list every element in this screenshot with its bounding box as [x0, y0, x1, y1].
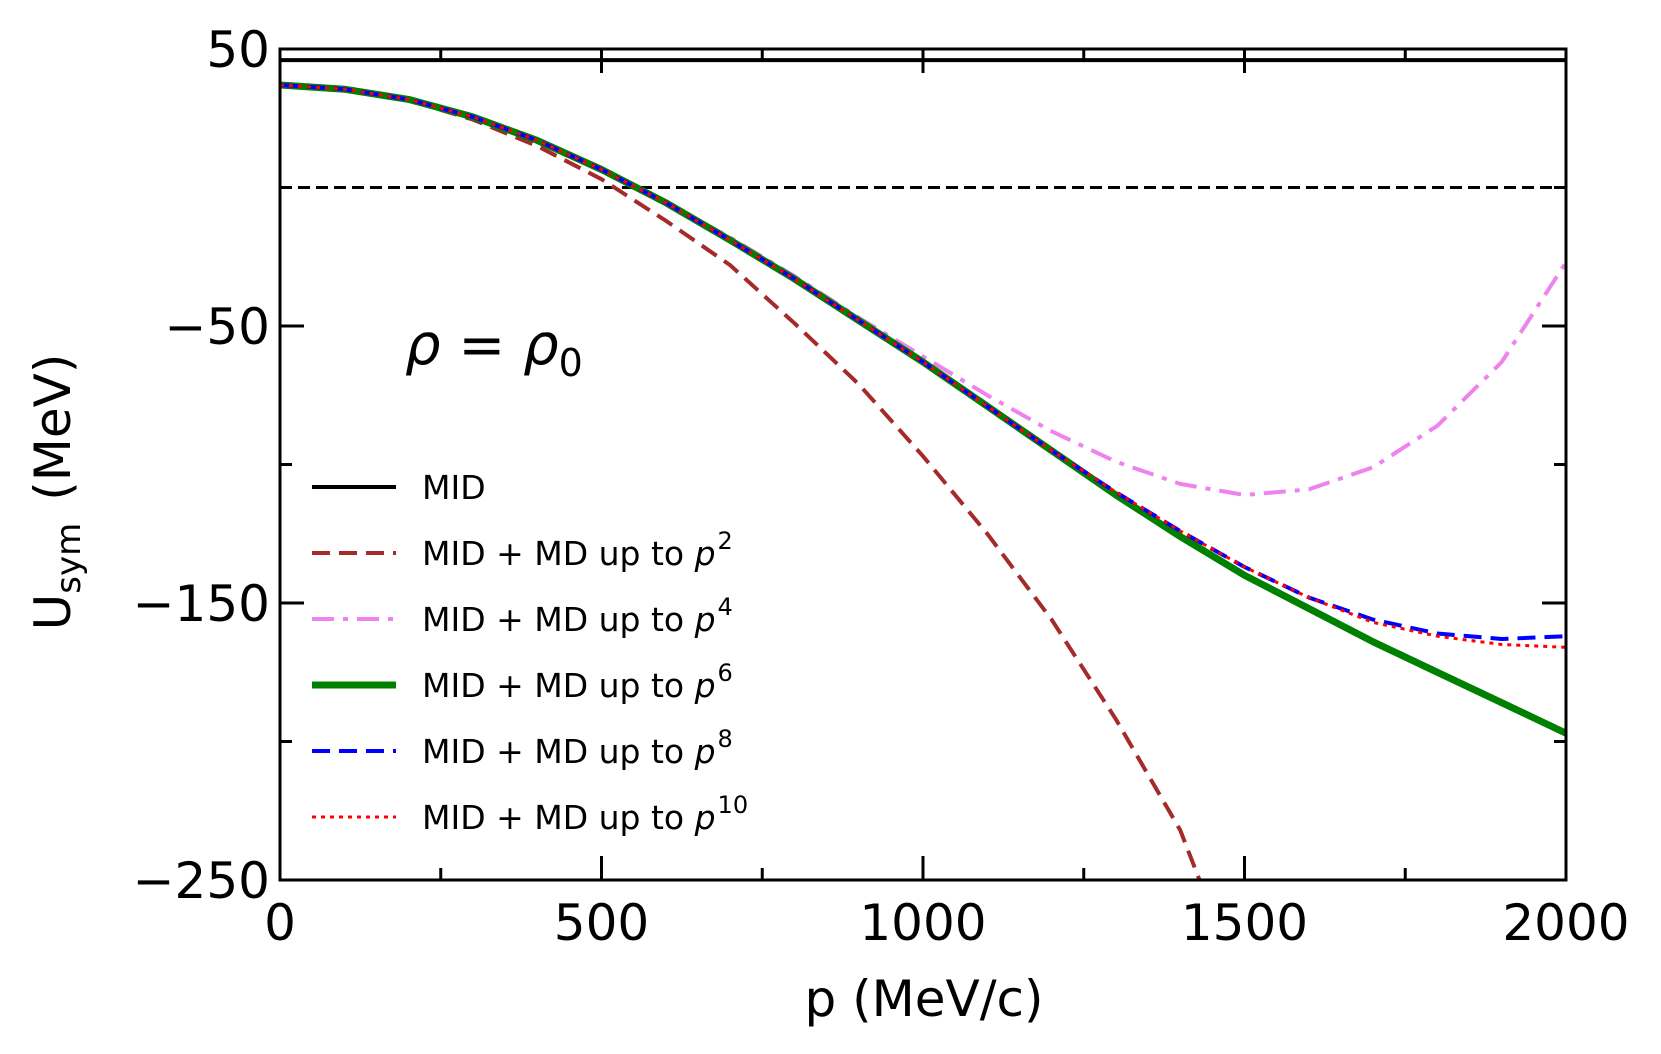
y-tick-label: −50 [164, 298, 270, 356]
x-tick-label: 1000 [859, 894, 986, 952]
legend-entry-label: MID [422, 468, 486, 507]
x-tick-label: 500 [554, 894, 649, 952]
series-line-p2 [280, 83, 1202, 880]
density-annotation: ρ = ρ0 [405, 313, 583, 385]
series-line-p4 [280, 83, 1566, 497]
y-tick-label: 50 [206, 21, 270, 79]
legend-entry-label: MID + MD up to p8 [422, 725, 733, 771]
legend-entry-label: MID + MD up to p10 [422, 791, 748, 837]
tick-labels: 0 500 1000 1500 2000 50 −50 −150 −250 [133, 21, 1630, 952]
density-annotation-main: ρ = ρ [405, 313, 559, 378]
y-axis-label-sub: sym [49, 523, 89, 594]
y-tick-label: −150 [133, 575, 270, 633]
y-tick-label: −250 [133, 852, 270, 910]
legend-entry-label: MID + MD up to p6 [422, 659, 733, 705]
y-axis-label-main: U [24, 594, 82, 631]
x-tick-label: 2000 [1502, 894, 1629, 952]
ticks [278, 47, 1568, 882]
y-axis-label-units: (MeV) [24, 354, 82, 501]
series-line-p10 [280, 83, 1566, 649]
x-tick-label: 1500 [1181, 894, 1308, 952]
legend: MID MID + MD up to p2 MID + MD up to p4 MID… [312, 468, 748, 837]
svg-text:Usym(MeV): Usym (MeV) [24, 354, 89, 631]
density-annotation-sub: 0 [559, 341, 583, 385]
legend-entry-label: MID + MD up to p4 [422, 593, 733, 639]
x-axis-label: p (MeV/c) [804, 970, 1043, 1028]
plot-lines [280, 58, 1566, 880]
legend-entry-label: MID + MD up to p2 [422, 527, 733, 573]
x-tick-label: 0 [264, 894, 296, 952]
y-axis-label: Usym (MeV) [24, 354, 89, 631]
